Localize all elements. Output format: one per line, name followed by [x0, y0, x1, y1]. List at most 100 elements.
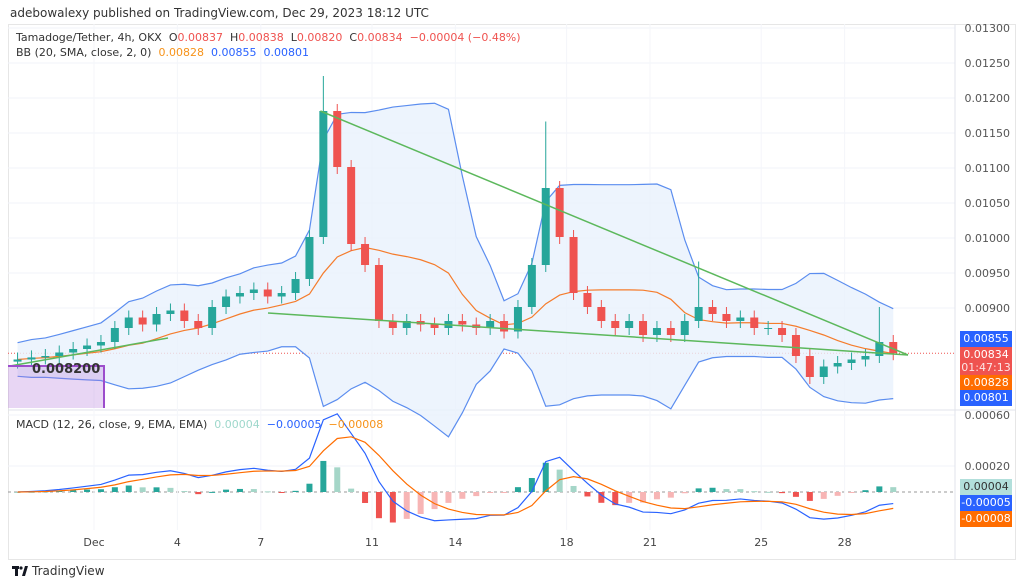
macd-histogram-bar [681, 492, 688, 494]
candle-body [541, 188, 550, 265]
candle-body [222, 296, 231, 307]
bb-basis-tag: 0.00828 [960, 375, 1012, 391]
macd-histogram-bar [626, 492, 633, 503]
price-tick: 0.01300 [964, 22, 1011, 35]
time-tick: 11 [365, 536, 379, 549]
macd-histogram-bar [876, 486, 883, 492]
signal-line [17, 436, 894, 516]
bb-upper-value: 0.00855 [210, 46, 257, 59]
macd-histogram-bar [70, 490, 77, 492]
macd-histogram-bar [125, 485, 132, 492]
macd-histogram-bar [223, 489, 230, 492]
macd-histogram-bar [834, 492, 841, 496]
candle-body [861, 356, 870, 360]
candle-body [736, 317, 745, 321]
macd-line-value: −0.00005 [266, 418, 322, 431]
macd-histogram-bar [306, 483, 313, 492]
price-tick: 0.01100 [964, 162, 1011, 175]
change-value: −0.00004 (−0.48%) [409, 31, 521, 44]
candle-body [625, 321, 634, 328]
time-tick: 7 [257, 536, 265, 549]
candle-body [402, 321, 411, 328]
macd-histogram-bar [848, 492, 855, 493]
macd-histogram-bar [514, 487, 521, 492]
candle-body [666, 328, 675, 335]
bar-countdown: 01:47:13 [961, 361, 1011, 374]
candle-body [110, 328, 119, 342]
macd-histogram-bar [890, 487, 897, 492]
macd-histogram-bar [473, 492, 480, 497]
trendline-early [9, 337, 169, 367]
macd-histogram-bar [14, 492, 21, 493]
candle-body [361, 244, 370, 265]
macd-histogram-bar [250, 489, 257, 492]
candle-body [805, 356, 814, 377]
candle-body [597, 307, 606, 321]
macd-histogram-bar [431, 492, 438, 510]
time-tick: Dec [83, 536, 105, 549]
macd-histogram-bar [695, 488, 702, 492]
macd-legend: MACD (12, 26, close, 9, EMA, EMA) 0.0000… [16, 418, 383, 431]
candle-body [555, 188, 564, 237]
macd-histogram-bar [584, 492, 591, 497]
macd-signal-value: −0.00008 [328, 418, 384, 431]
candle-body [96, 342, 105, 346]
macd-label[interactable]: MACD (12, 26, close, 9, EMA, EMA) [16, 418, 208, 431]
candle-body [208, 307, 217, 328]
c-label: C [349, 31, 358, 44]
macd-histogram-bar [320, 460, 327, 492]
macd-histogram-bar [598, 492, 605, 503]
candle-body [875, 342, 884, 356]
macd-histogram-bar [292, 490, 299, 492]
price-tick: 0.01200 [964, 92, 1011, 105]
macd-histogram-bar [195, 492, 202, 495]
macd-histogram-bar [667, 492, 674, 498]
bb-upper-tag: 0.00855 [960, 331, 1012, 347]
macd-histogram-bar [792, 492, 799, 497]
macd-histogram-bar [723, 489, 730, 492]
macd-histogram-bar [765, 491, 772, 493]
macd-histogram-bar [570, 485, 577, 492]
time-tick: 25 [754, 536, 769, 549]
price-tick: 0.01150 [964, 127, 1011, 140]
macd-histogram-bar [97, 489, 104, 492]
macd-histogram-bar [528, 478, 535, 492]
price-tick: 0.00900 [964, 302, 1011, 315]
candle-body [500, 321, 509, 332]
bb-legend: BB (20, SMA, close, 2, 0) 0.00828 0.0085… [16, 46, 309, 59]
macd-histogram-bar [139, 487, 146, 492]
macd-tick: 0.00060 [964, 409, 1011, 422]
candle-body [750, 317, 759, 328]
symbol-name[interactable]: Tamadoge/Tether, 4h, OKX [16, 31, 162, 44]
o-label: O [168, 31, 178, 44]
candle-body [527, 265, 536, 307]
macd-histogram-bar [181, 491, 188, 493]
low-value: 0.00820 [296, 31, 343, 44]
time-tick: 28 [837, 536, 852, 549]
bb-label[interactable]: BB (20, SMA, close, 2, 0) [16, 46, 152, 59]
candle-body [486, 321, 495, 328]
candle-body [778, 328, 787, 335]
candle-body [263, 289, 272, 297]
candle-body [13, 359, 22, 362]
publisher-line: adebowalexy published on TradingView.com… [10, 6, 429, 20]
macd-histogram-bar [236, 488, 243, 492]
candle-body [764, 328, 773, 329]
macd-line-tag: -0.00005 [960, 495, 1012, 511]
macd-histogram-bar [84, 489, 91, 492]
trendline-descending [320, 110, 909, 356]
tradingview-logo[interactable]: TradingView [12, 564, 105, 578]
candle-body [124, 317, 133, 328]
time-tick: 18 [559, 536, 574, 549]
candle-body [166, 310, 175, 314]
price-range-box[interactable]: 0.008200 [8, 362, 105, 408]
price-tick: 0.01000 [964, 232, 1011, 245]
candle-body [819, 366, 828, 377]
candle-body [680, 321, 689, 335]
macd-histogram-bar [167, 487, 174, 492]
candle-body [639, 321, 648, 335]
l-label: L [290, 31, 297, 44]
candle-body [374, 265, 383, 321]
candle-body [569, 237, 578, 293]
